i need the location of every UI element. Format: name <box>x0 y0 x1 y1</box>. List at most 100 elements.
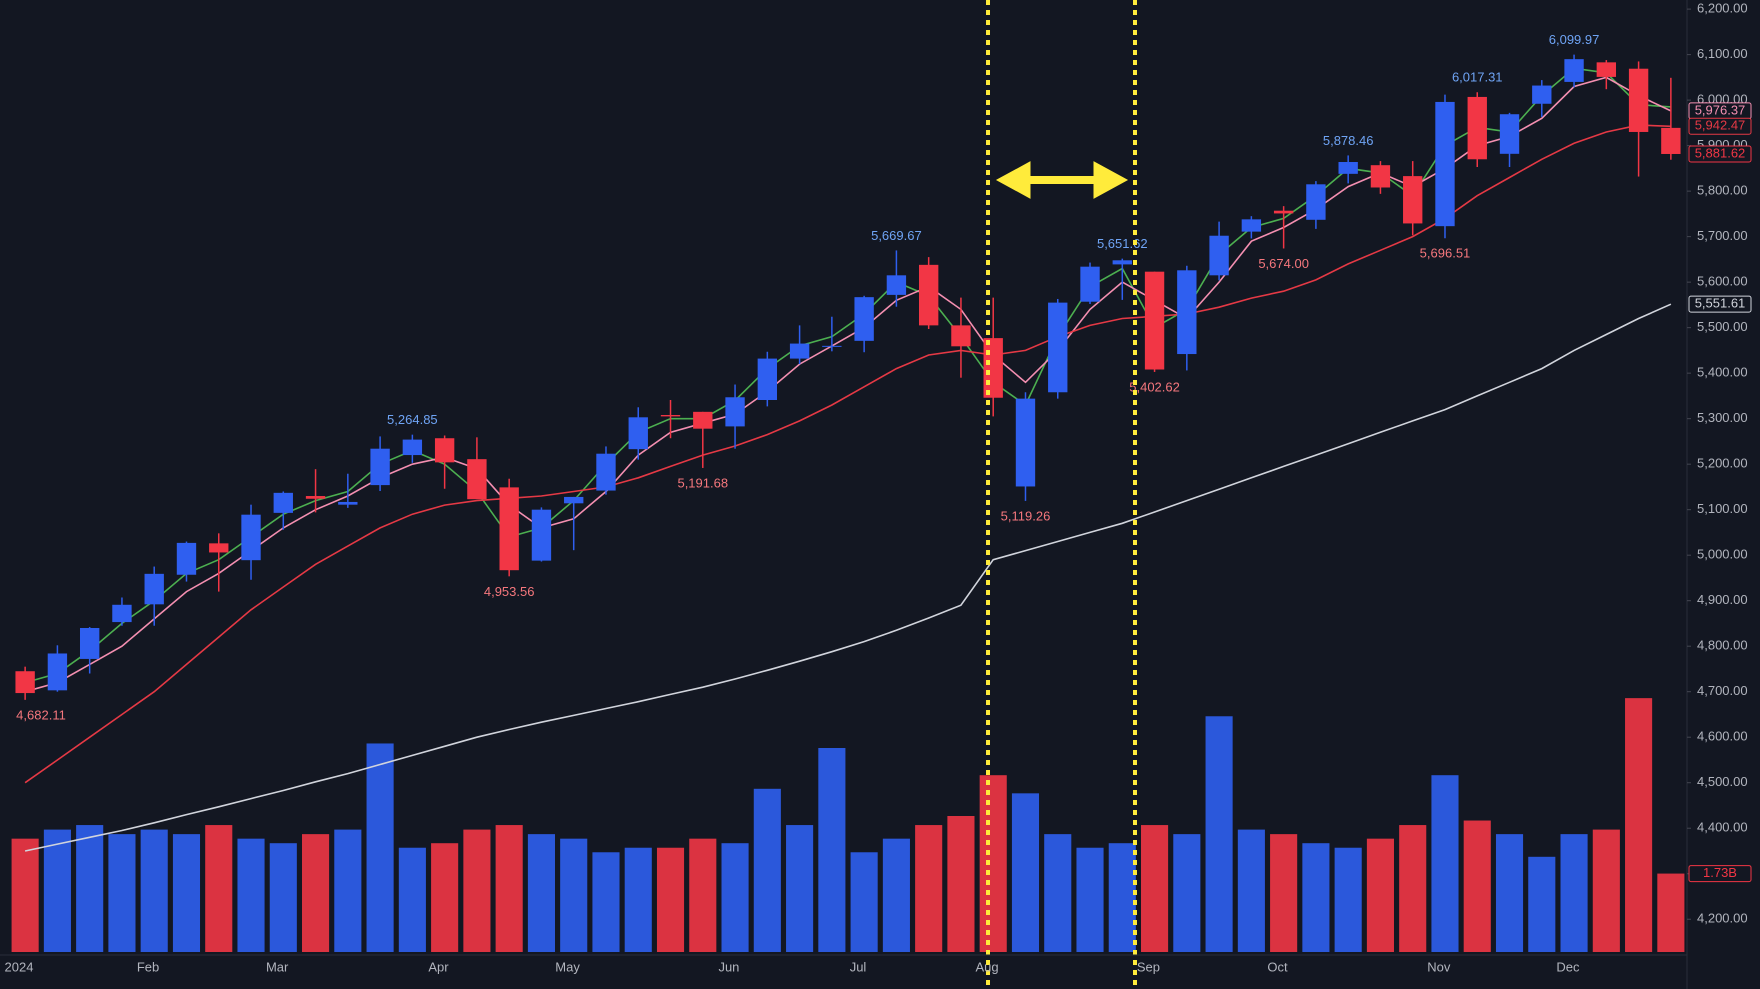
candle-body <box>1306 184 1326 220</box>
x-tick-label: May <box>555 959 580 974</box>
y-tick-label: 5,100.00 <box>1697 501 1748 516</box>
candle-body <box>273 492 293 513</box>
candle-body <box>15 671 35 694</box>
volume-bar <box>1205 716 1233 952</box>
candle-body <box>854 297 874 341</box>
price-annotation: 5,119.26 <box>1001 508 1051 523</box>
price-annotation: 5,651.62 <box>1097 236 1148 251</box>
volume-layer <box>11 698 1685 952</box>
volume-bar <box>1173 834 1201 952</box>
candle-body <box>628 417 648 450</box>
volume-bar <box>431 843 459 952</box>
candle-body <box>1015 398 1036 487</box>
candle-body <box>660 415 681 417</box>
volume-bar <box>1270 834 1298 952</box>
candle-layer <box>15 54 1681 700</box>
y-tick-label: 4,900.00 <box>1697 592 1748 607</box>
volume-bar <box>398 847 426 952</box>
volume-bar <box>624 847 652 952</box>
volume-bar <box>1657 873 1685 952</box>
y-tick-label: 5,600.00 <box>1697 274 1748 289</box>
candle-body <box>886 275 907 295</box>
candle-body <box>983 338 1003 398</box>
volume-bar <box>1495 834 1524 952</box>
candle-body <box>1080 266 1100 302</box>
price-annotation: 5,674.00 <box>1258 256 1309 271</box>
ma-layer <box>24 67 1672 852</box>
volume-bar <box>1625 698 1653 952</box>
y-tick-label: 4,700.00 <box>1697 683 1748 698</box>
candle-body <box>918 264 939 326</box>
candle-body <box>1661 127 1681 154</box>
candle-body <box>1177 270 1197 355</box>
price-annotation: 6,017.31 <box>1452 70 1503 85</box>
candle-body <box>241 514 261 561</box>
volume-bar <box>1592 829 1620 952</box>
candle-body <box>176 542 197 575</box>
last-value-label: 5,551.61 <box>1695 296 1746 311</box>
candle-body <box>1532 85 1552 104</box>
price-annotation: 6,099.97 <box>1549 32 1600 47</box>
candle-body <box>564 496 584 504</box>
y-tick-label: 5,800.00 <box>1697 183 1748 198</box>
y-tick-label: 5,700.00 <box>1697 228 1748 243</box>
volume-bar <box>1366 838 1394 952</box>
volume-bar <box>1076 847 1104 952</box>
candle-body <box>47 653 68 691</box>
price-annotation: 4,953.56 <box>484 584 535 599</box>
volume-bar <box>915 825 943 952</box>
volume-bar <box>1431 775 1459 952</box>
volume-bar <box>721 843 749 952</box>
volume-bar <box>172 834 201 952</box>
moving-average <box>24 67 1671 684</box>
candle-body <box>1435 101 1455 227</box>
price-annotation: 5,669.67 <box>871 228 922 243</box>
volume-bar <box>108 834 136 952</box>
y-tick-label: 4,800.00 <box>1697 638 1748 653</box>
volume-bar <box>1399 825 1427 952</box>
y-tick-label: 6,100.00 <box>1697 46 1748 61</box>
candle-body <box>1273 210 1294 214</box>
candle-body <box>434 438 455 463</box>
x-tick-label: Oct <box>1267 959 1288 974</box>
candle-body <box>757 358 778 401</box>
volume-bar <box>979 775 1007 952</box>
volume-bar <box>592 852 620 952</box>
x-tick-label: Jun <box>718 959 739 974</box>
volume-bar <box>882 838 910 952</box>
candle-body <box>1112 260 1132 265</box>
y-tick-label: 4,600.00 <box>1697 729 1748 744</box>
y-tick-label: 5,300.00 <box>1697 410 1748 425</box>
y-tick-label: 4,500.00 <box>1697 774 1748 789</box>
y-tick-label: 5,200.00 <box>1697 456 1748 471</box>
volume-bar <box>753 788 781 952</box>
candle-body <box>144 573 164 605</box>
y-tick-label: 4,400.00 <box>1697 820 1748 835</box>
last-value-label: 1.73B <box>1703 865 1737 880</box>
x-tick-label: 2024 <box>5 959 34 974</box>
volume-bar <box>334 829 362 952</box>
candle-body <box>1209 235 1229 276</box>
last-value-box <box>1688 145 1752 163</box>
candle-body <box>951 325 971 347</box>
last-value-box <box>1688 117 1752 135</box>
annotation-layer: 4,682.11 5,264.85 4,953.56 5,191.68 5,669.67… <box>16 32 1599 722</box>
axis-layer: 4,200.004,300.004,400.004,500.004,600.00… <box>5 1 1752 974</box>
candle-body <box>725 397 745 427</box>
y-tick-label: 4,200.00 <box>1697 911 1748 926</box>
x-tick-label: Aug <box>976 959 999 974</box>
volume-bar <box>366 743 394 952</box>
x-tick-label: Apr <box>428 959 449 974</box>
candle-body <box>822 345 842 347</box>
volume-bar <box>1302 843 1330 952</box>
candle-body <box>112 604 132 623</box>
candle-body <box>370 448 390 486</box>
price-annotation: 5,878.46 <box>1323 133 1374 148</box>
volume-bar <box>269 843 297 952</box>
volume-bar <box>1044 834 1072 952</box>
last-value-box <box>1688 295 1752 313</box>
x-tick-label: Dec <box>1556 959 1580 974</box>
volume-bar <box>205 825 233 952</box>
y-tick-label: 5,500.00 <box>1697 319 1748 334</box>
